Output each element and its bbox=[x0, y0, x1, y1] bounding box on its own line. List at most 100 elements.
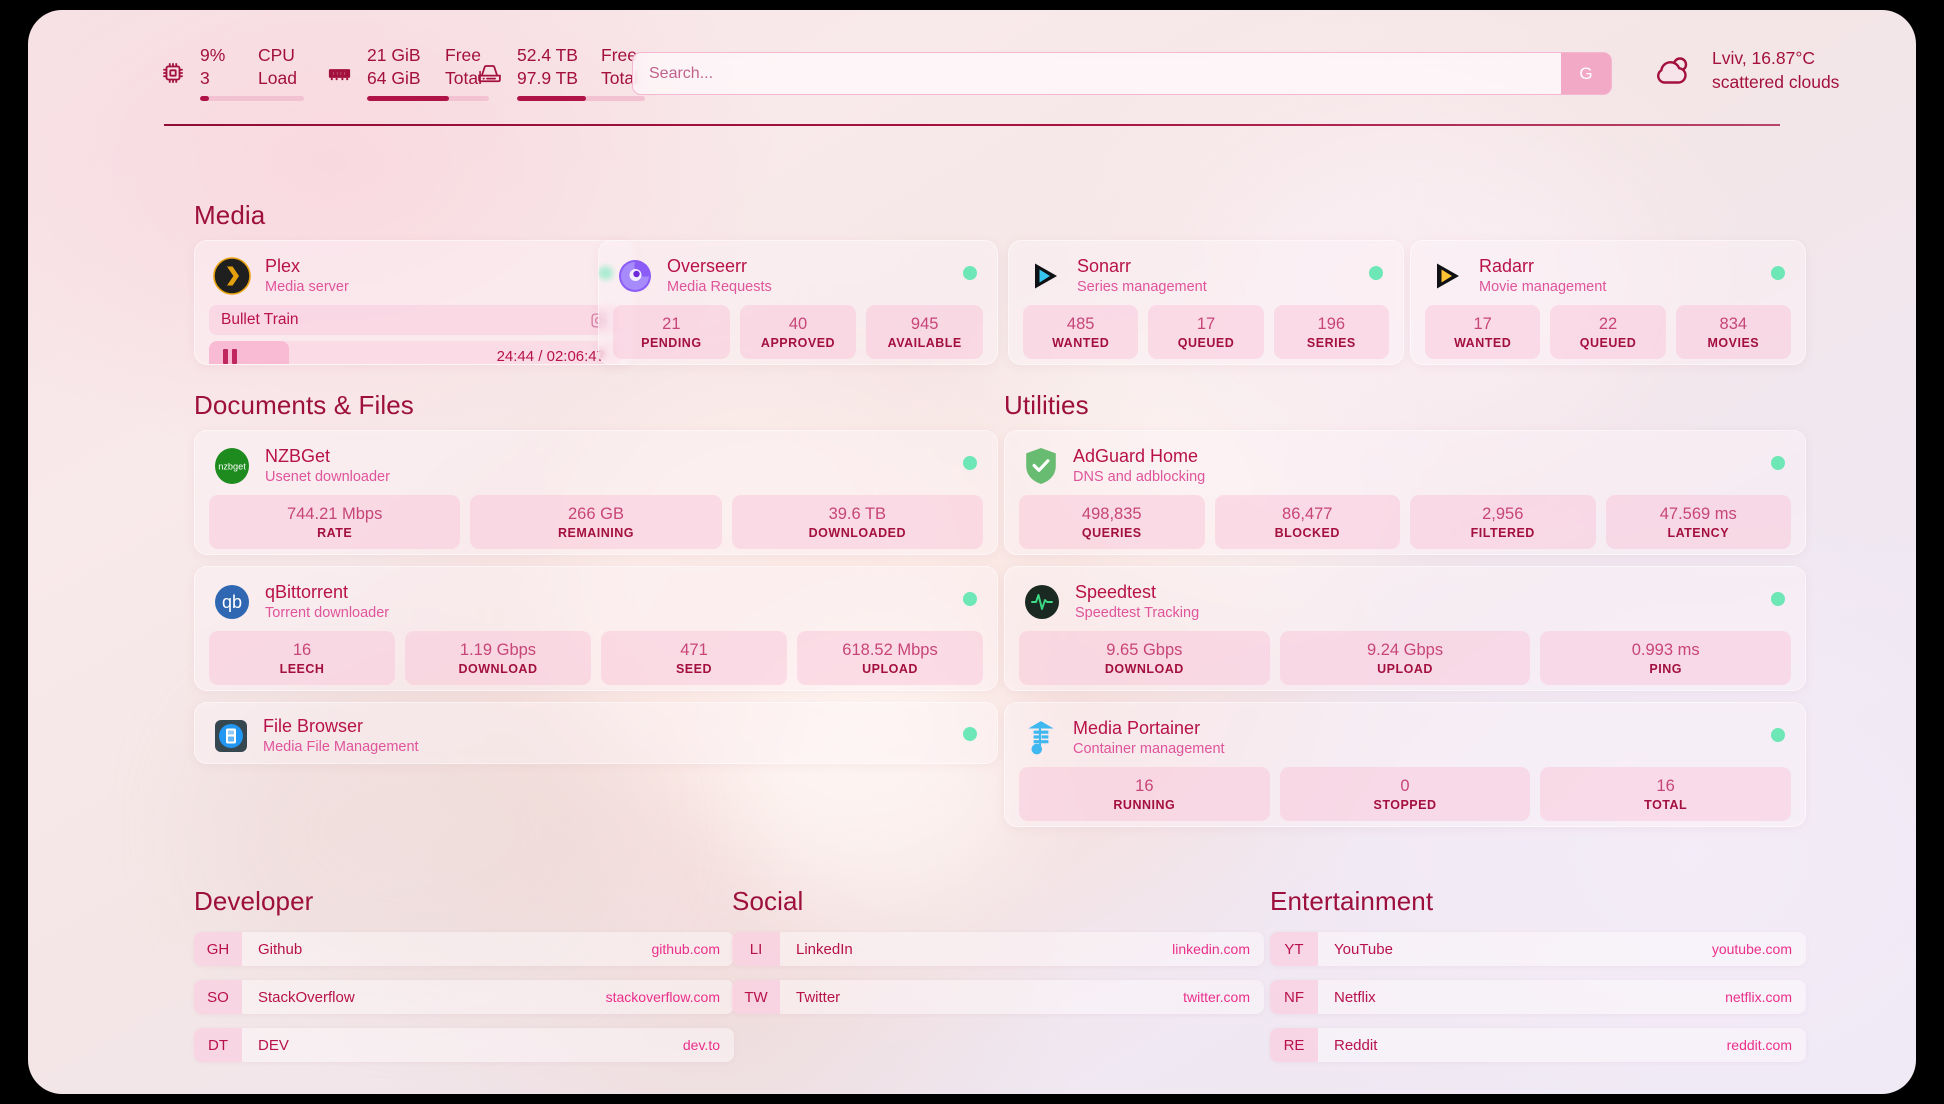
bookmark-item-reddit[interactable]: RE Reddit reddit.com bbox=[1270, 1028, 1806, 1062]
service-card-adguard-home[interactable]: AdGuard Home DNS and adblocking 498,835 … bbox=[1004, 430, 1806, 555]
bookmark-item-youtube[interactable]: YT YouTube youtube.com bbox=[1270, 932, 1806, 966]
stat-item: 16 TOTAL bbox=[1540, 767, 1792, 821]
bookmark-item-github[interactable]: GH Github github.com bbox=[194, 932, 734, 966]
bookmark-item-linkedin[interactable]: LI LinkedIn linkedin.com bbox=[732, 932, 1264, 966]
bookmark-name: LinkedIn bbox=[796, 940, 853, 958]
bookmark-url: youtube.com bbox=[1711, 941, 1792, 957]
card-stats: 9.65 Gbps DOWNLOAD 9.24 Gbps UPLOAD 0.99… bbox=[1005, 631, 1805, 690]
stat-label: STOPPED bbox=[1373, 797, 1437, 812]
card-header: Media Portainer Container management bbox=[1005, 703, 1805, 767]
stat-item: 9.24 Gbps UPLOAD bbox=[1279, 631, 1531, 685]
service-card-nzbget[interactable]: nzbget NZBGet Usenet downloader 744.21 M… bbox=[194, 430, 998, 555]
stat-label: DOWNLOAD bbox=[458, 661, 538, 676]
card-title: Plex bbox=[265, 256, 301, 276]
bookmark-item-netflix[interactable]: NF Netflix netflix.com bbox=[1270, 980, 1806, 1014]
plex-icon bbox=[213, 257, 251, 295]
stat-value: 266 GB bbox=[568, 505, 624, 524]
card-subtitle: Media File Management bbox=[263, 739, 419, 756]
stat-label: BLOCKED bbox=[1274, 525, 1340, 540]
pause-icon[interactable] bbox=[223, 348, 237, 364]
progress-fill bbox=[209, 341, 289, 364]
search-input[interactable] bbox=[633, 64, 1561, 83]
weather-location-temp: Lviv, 16.87°C bbox=[1712, 48, 1815, 68]
memory-icon bbox=[326, 60, 353, 86]
stat-item: 498,835 QUERIES bbox=[1019, 495, 1205, 549]
system-stat-memory: 21 GiB 64 GiB Free Total bbox=[326, 44, 489, 102]
stat-item: 0.993 ms PING bbox=[1540, 631, 1792, 685]
search-bar[interactable]: G bbox=[632, 52, 1612, 95]
card-subtitle: Usenet downloader bbox=[265, 469, 390, 486]
status-badge bbox=[1771, 592, 1785, 607]
card-title: Overseerr bbox=[667, 256, 748, 276]
stat-value: 2,956 bbox=[1482, 505, 1524, 524]
card-subtitle: Media server bbox=[265, 279, 349, 296]
qbittorrent-icon: qb bbox=[213, 583, 251, 621]
stat-value: 618.52 Mbps bbox=[842, 641, 938, 660]
system-stat-disk: 52.4 TB 97.9 TB Free Total bbox=[476, 44, 645, 102]
service-card-qbittorrent[interactable]: qb qBittorrent Torrent downloader 16 LEE… bbox=[194, 566, 998, 691]
search-engine-button[interactable]: G bbox=[1561, 53, 1611, 94]
bookmark-name: Twitter bbox=[796, 988, 841, 1006]
stat-label: WANTED bbox=[1454, 335, 1512, 350]
stat-value: 471 bbox=[680, 641, 708, 660]
stat-value: 21 bbox=[662, 315, 681, 334]
status-badge bbox=[1771, 456, 1785, 471]
service-card-speedtest[interactable]: Speedtest Speedtest Tracking 9.65 Gbps D… bbox=[1004, 566, 1806, 691]
card-title: NZBGet bbox=[265, 446, 331, 466]
cpu-value-2: 3 bbox=[200, 68, 210, 89]
system-stat-cpu: 9% 3 CPU Load bbox=[160, 44, 304, 102]
bookmark-name: Github bbox=[258, 940, 303, 958]
card-subtitle: Torrent downloader bbox=[265, 605, 390, 622]
sonarr-icon bbox=[1027, 258, 1063, 294]
stat-value: 485 bbox=[1066, 315, 1095, 334]
stat-label: PING bbox=[1649, 661, 1682, 676]
card-title: Media Portainer bbox=[1073, 718, 1201, 738]
stat-item: 196 SERIES bbox=[1273, 305, 1389, 359]
bookmark-abbr: YT bbox=[1270, 932, 1318, 966]
card-title: File Browser bbox=[263, 716, 364, 736]
bookmark-url: linkedin.com bbox=[1172, 941, 1250, 957]
playback-progress[interactable]: 24:44 / 02:06:47 bbox=[209, 341, 619, 364]
bookmark-item-twitter[interactable]: TW Twitter twitter.com bbox=[732, 980, 1264, 1014]
stat-value: 834 bbox=[1719, 315, 1748, 334]
card-subtitle: Series management bbox=[1077, 279, 1207, 296]
card-title: Speedtest bbox=[1075, 582, 1157, 602]
stat-value: 9.65 Gbps bbox=[1106, 641, 1183, 660]
stat-label: UPLOAD bbox=[862, 661, 918, 676]
stat-item: 17 WANTED bbox=[1425, 305, 1541, 359]
stat-item: 618.52 Mbps UPLOAD bbox=[797, 631, 983, 685]
stat-item: 40 APPROVED bbox=[739, 305, 857, 359]
stat-label: TOTAL bbox=[1644, 797, 1688, 812]
service-card-file-browser[interactable]: File Browser Media File Management bbox=[194, 702, 998, 764]
filebrowser-icon bbox=[213, 718, 249, 754]
service-card-overseerr[interactable]: Overseerr Media Requests 21 PENDING 40 A… bbox=[598, 240, 998, 365]
now-playing-row: Bullet Train bbox=[209, 305, 619, 336]
card-header: Plex Media server bbox=[195, 241, 633, 305]
stat-label: RATE bbox=[317, 525, 353, 540]
service-card-plex[interactable]: Plex Media server Bullet Train 24:44 / 0… bbox=[194, 240, 634, 365]
stat-label: FILTERED bbox=[1470, 525, 1535, 540]
weather-widget[interactable]: Lviv, 16.87°C scattered clouds bbox=[1650, 46, 1839, 94]
card-header: Overseerr Media Requests bbox=[599, 241, 997, 305]
status-badge bbox=[963, 592, 977, 607]
card-subtitle: Movie management bbox=[1479, 279, 1607, 296]
stat-value: 0.993 ms bbox=[1631, 641, 1700, 660]
service-card-sonarr[interactable]: Sonarr Series management 485 WANTED 17 Q… bbox=[1008, 240, 1404, 365]
bookmark-abbr: NF bbox=[1270, 980, 1318, 1014]
service-card-radarr[interactable]: Radarr Movie management 17 WANTED 22 QUE… bbox=[1410, 240, 1806, 365]
header-divider bbox=[164, 124, 1780, 126]
stat-label: AVAILABLE bbox=[887, 335, 962, 350]
stat-label: QUEUED bbox=[1579, 335, 1637, 350]
bookmark-url: dev.to bbox=[682, 1037, 720, 1053]
weather-condition: scattered clouds bbox=[1712, 72, 1840, 93]
service-card-media-portainer[interactable]: Media Portainer Container management 16 … bbox=[1004, 702, 1806, 827]
disk-label-1: Free bbox=[601, 45, 637, 65]
bookmark-item-dev[interactable]: DT DEV dev.to bbox=[194, 1028, 734, 1062]
stat-item: 86,477 BLOCKED bbox=[1214, 495, 1400, 549]
bookmark-name: StackOverflow bbox=[258, 988, 355, 1006]
bookmark-url: reddit.com bbox=[1726, 1037, 1792, 1053]
speedtest-icon bbox=[1023, 583, 1061, 621]
stat-item: 17 QUEUED bbox=[1148, 305, 1264, 359]
bookmark-item-stackoverflow[interactable]: SO StackOverflow stackoverflow.com bbox=[194, 980, 734, 1014]
now-playing-title: Bullet Train bbox=[221, 311, 299, 329]
